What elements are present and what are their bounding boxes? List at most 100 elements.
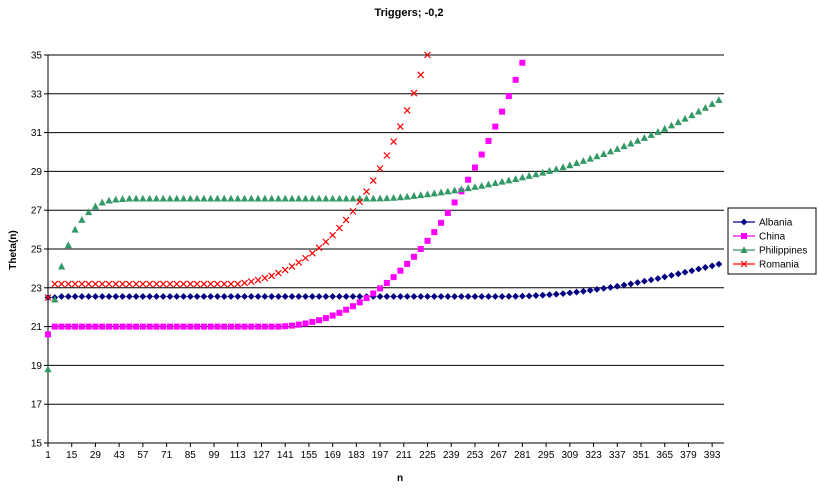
data-point-romania [132,280,140,288]
data-point-albania [105,293,113,300]
x-tick-label: 295 [538,450,555,461]
data-point-philippines [44,365,52,373]
data-point-philippines [390,193,398,201]
data-point-philippines [410,192,418,199]
data-point-china [275,323,282,330]
data-point-albania [654,275,662,282]
data-point-romania [335,224,343,232]
data-point-philippines [573,159,581,167]
data-point-china [282,323,289,330]
data-point-albania [159,293,167,300]
data-point-philippines [200,194,208,202]
x-tick-label: 393 [704,450,721,461]
data-point-romania [139,280,147,288]
data-point-china [187,323,194,330]
data-point-philippines [539,168,547,176]
data-point-albania [695,265,702,273]
x-tick-label: 99 [208,450,220,461]
data-point-philippines [525,172,533,179]
legend-label-romania: Romania [759,260,799,271]
data-point-china [316,317,323,324]
data-point-china [410,253,417,260]
data-point-china [194,323,201,330]
data-point-philippines [369,194,377,202]
x-tick-label: 323 [585,450,602,461]
legend-label-albania: Albania [759,218,793,229]
legend-marker-albania [740,218,748,226]
data-point-albania [403,293,411,300]
data-point-philippines [613,145,621,152]
x-tick-label: 281 [514,450,531,461]
data-point-albania [220,293,228,300]
data-point-philippines [254,194,262,202]
data-point-philippines [552,165,560,173]
series-albania [44,260,723,301]
data-point-china [268,323,275,330]
data-point-albania [701,264,709,271]
data-point-philippines [681,114,689,122]
data-point-albania [518,292,526,300]
data-point-romania [112,280,120,288]
data-point-philippines [213,194,222,202]
data-point-china [99,323,106,330]
data-point-philippines [437,188,445,196]
data-point-romania [200,280,208,288]
data-point-china [309,318,316,325]
data-point-romania [424,51,431,59]
x-tick-label: 351 [633,450,650,461]
data-point-china [105,323,112,330]
x-tick-label: 169 [324,450,341,461]
data-point-philippines [606,147,615,155]
data-point-china [160,323,167,330]
data-point-romania [220,280,228,288]
data-point-china [139,323,146,330]
data-point-romania [98,280,106,288]
data-point-philippines [301,194,310,202]
data-point-romania [369,177,377,184]
data-point-philippines [640,134,648,141]
data-point-philippines [512,175,520,182]
data-point-romania [207,280,215,288]
data-point-albania [356,293,364,300]
data-point-albania [532,292,540,299]
data-point-philippines [85,208,93,216]
data-point-philippines [274,194,283,202]
series-china [45,59,526,338]
data-point-philippines [295,194,303,202]
data-point-china [126,323,133,330]
data-point-albania [546,291,553,299]
data-point-albania [410,293,418,300]
data-point-albania [180,293,187,300]
data-point-albania [607,284,614,291]
data-point-china [329,312,336,319]
data-point-albania [397,293,404,300]
data-point-philippines [661,124,669,132]
data-point-china [417,246,424,252]
data-point-china [451,199,458,206]
data-point-china [390,274,397,281]
data-point-china [119,323,126,330]
data-point-china [234,323,241,330]
data-point-romania [227,280,235,288]
x-tick-label: 197 [372,450,389,461]
data-point-philippines [329,194,337,202]
data-point-albania [247,293,255,300]
data-point-romania [71,280,79,288]
data-point-philippines [288,194,296,202]
data-point-china [51,323,58,330]
data-point-philippines [715,96,723,104]
data-point-albania [132,293,140,300]
data-point-albania [505,292,513,300]
data-point-china [72,323,79,330]
data-point-china [519,59,526,66]
data-point-romania [105,280,113,288]
data-point-romania [51,280,59,288]
legend-marker-china [741,233,747,239]
data-point-philippines [518,173,526,181]
data-point-romania [234,280,242,288]
data-point-philippines [125,194,133,202]
x-tick-label: 253 [467,450,484,461]
data-point-philippines [356,194,364,202]
